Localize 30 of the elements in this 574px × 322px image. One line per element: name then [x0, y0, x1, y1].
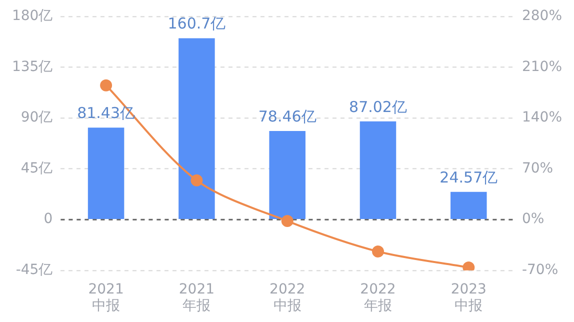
point: [100, 79, 112, 92]
data-label: 160.7亿: [168, 14, 226, 33]
data-label: 24.57亿: [440, 168, 498, 186]
y-tick-label: 180亿: [12, 8, 53, 24]
y-tick-label: 135亿: [12, 58, 53, 75]
y2-tick-label: -70%: [522, 262, 558, 278]
y2-tick-label: 70%: [522, 160, 554, 176]
y2-tick-label: 210%: [522, 58, 562, 75]
bar: [178, 38, 215, 219]
x-tick-label: 2023 中报: [450, 281, 486, 314]
y-tick-label: 90亿: [20, 110, 53, 126]
y-tick-label: 0: [44, 211, 53, 228]
x-tick-label: 2022 年报: [360, 281, 396, 314]
point: [281, 215, 294, 228]
point: [372, 246, 384, 258]
y-tick-label: 45亿: [20, 160, 53, 176]
data-label: 87.02亿: [349, 98, 407, 116]
x-tick-label: 2021 年报: [178, 281, 215, 314]
y2-tick-label: 140%: [522, 110, 562, 126]
y2-tick-label: 0%: [522, 211, 544, 228]
bar: [269, 131, 306, 219]
x-tick-label: 2021 中报: [88, 281, 124, 314]
point: [190, 174, 203, 186]
bar: [360, 121, 396, 219]
bar: [450, 192, 487, 219]
data-label: 78.46亿: [258, 107, 316, 126]
y2-tick-label: 280%: [522, 8, 562, 24]
y-tick-label: -45亿: [16, 262, 53, 278]
bar: [88, 128, 124, 219]
x-tick-label: 2022 中报: [270, 281, 306, 314]
